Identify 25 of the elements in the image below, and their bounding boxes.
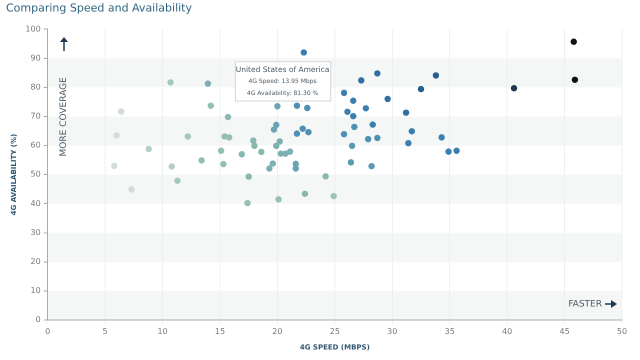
x-tick-label: 40	[502, 326, 512, 336]
x-tick-label: 10	[157, 326, 168, 336]
y-tick-label: 60	[30, 140, 41, 150]
y-tick-label: 50	[30, 170, 41, 179]
y-tick-label: 80	[30, 82, 41, 92]
y-tick-label: 70	[30, 112, 41, 121]
y-tick-label: 20	[30, 256, 41, 266]
chart-title: Comparing Speed and Availability	[6, 1, 192, 14]
y-tick-label: 40	[30, 198, 41, 208]
x-tick-label: 5	[102, 326, 108, 336]
x-tick-label: 50	[616, 326, 628, 336]
y-tick-label: 30	[30, 228, 41, 237]
y-tick-label: 10	[30, 286, 41, 295]
y-tick-label: 0	[36, 315, 41, 324]
annotation: FASTER	[568, 299, 602, 310]
x-tick-label: 30	[387, 326, 398, 336]
x-tick-label: 25	[330, 326, 340, 336]
x-tick-label: 45	[559, 326, 570, 336]
x-tick-label: 0	[45, 326, 50, 336]
x-tick-label: 35	[444, 326, 455, 336]
x-tick-label: 15	[214, 326, 226, 336]
annotation: MORE COVERAGE	[59, 76, 70, 156]
y-tick-label: 90	[30, 53, 41, 62]
x-tick-label: 20	[272, 326, 282, 336]
y-tick-label: 100	[25, 24, 41, 34]
